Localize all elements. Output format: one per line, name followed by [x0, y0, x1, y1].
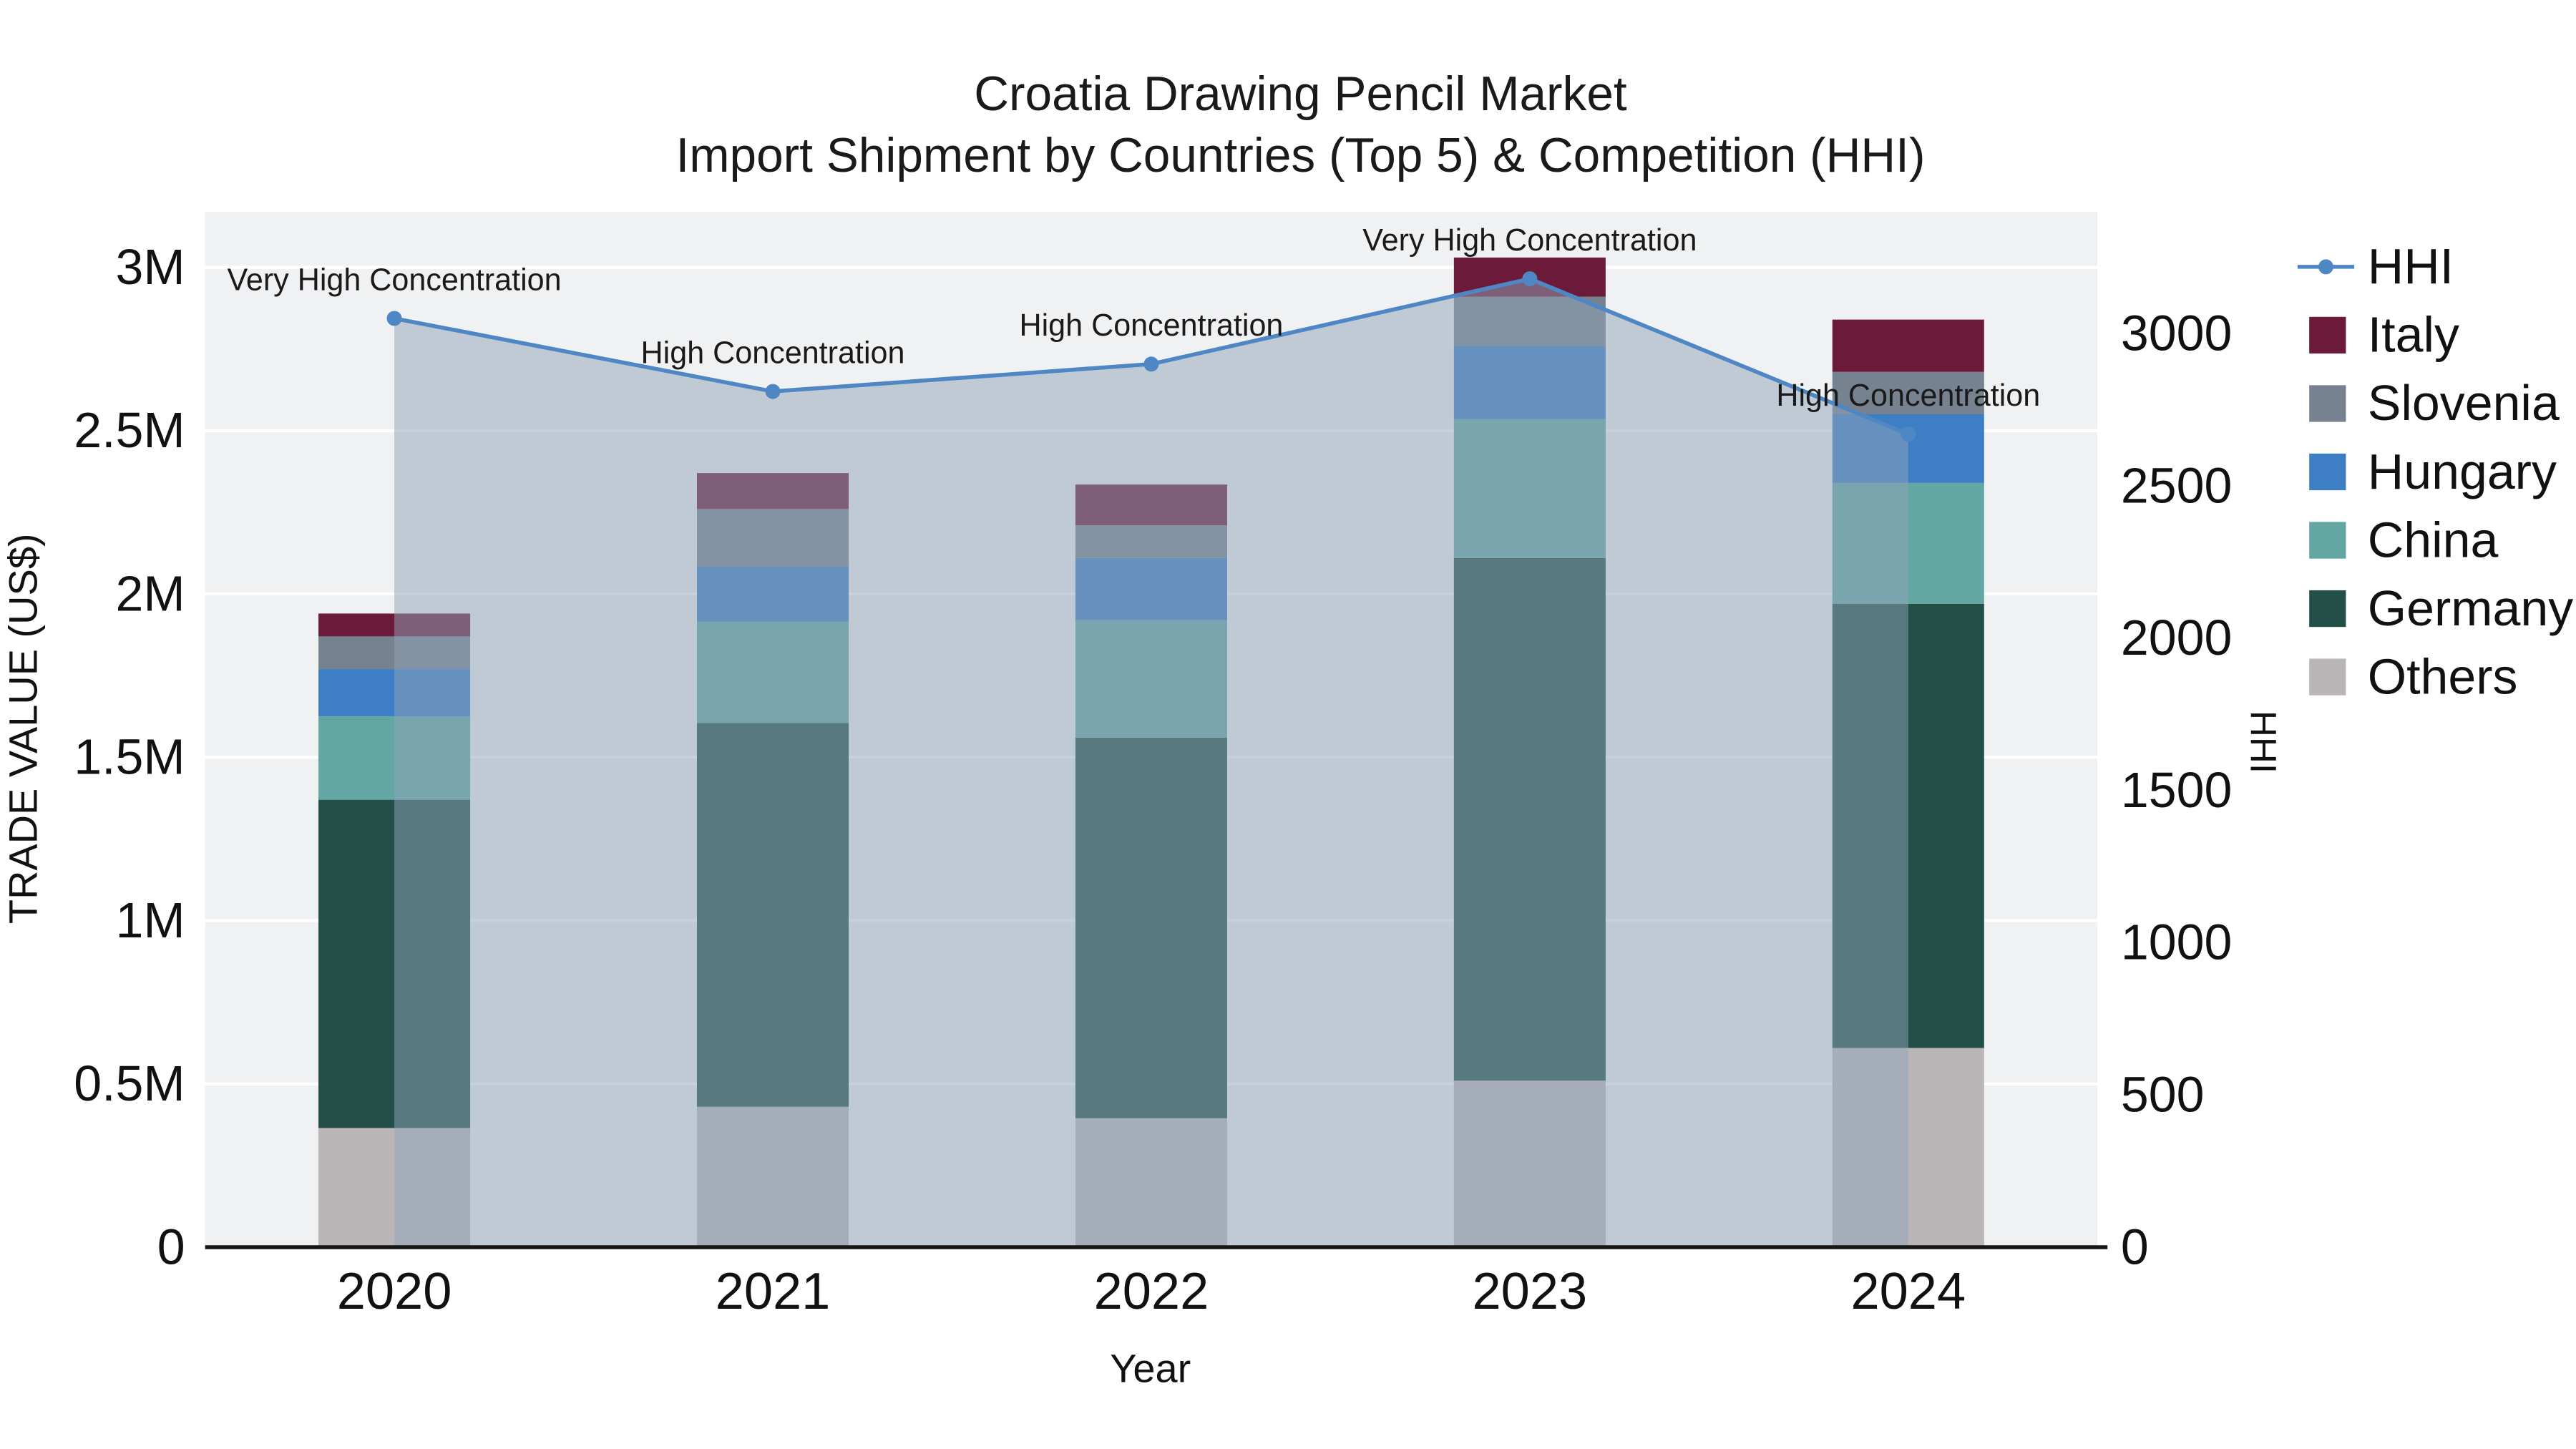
left-axis-tick-0: 0 [157, 1219, 185, 1274]
right-axis-tick-0: 0 [2121, 1219, 2149, 1274]
legend-swatch-icon [2309, 522, 2346, 559]
legend-swatch-icon [2309, 590, 2346, 628]
left-axis-tick-1M: 1M [116, 892, 185, 948]
legend-label: Others [2368, 648, 2518, 704]
x-axis-tick-2023: 2023 [1473, 1263, 1588, 1320]
bar-segment-italy-2024 [1832, 319, 1984, 372]
legend-label: China [2368, 512, 2499, 567]
x-axis-tick-2022: 2022 [1094, 1263, 1209, 1320]
left-axis-tick-1.5M: 1.5M [74, 729, 185, 785]
legend-marker-dot-icon [2318, 259, 2333, 275]
legend-item-germany[interactable]: Germany [2309, 580, 2573, 636]
hhi-marker-2021 [765, 384, 781, 399]
legend: HHI Italy Slovenia Hungary China Germany Other… [2297, 238, 2573, 704]
hhi-marker-2023 [1522, 271, 1538, 287]
hhi-marker-2022 [1143, 356, 1159, 372]
annotation-2020: Very High Concentration [228, 263, 562, 297]
left-axis-tick-3M: 3M [116, 239, 185, 295]
legend-swatch-icon [2309, 385, 2346, 422]
x-axis-tick-2024: 2024 [1850, 1263, 1966, 1320]
legend-item-china[interactable]: China [2309, 512, 2498, 567]
legend-label: HHI [2368, 238, 2454, 294]
right-axis-tick-2500: 2500 [2121, 457, 2232, 513]
chart-title-line1: Croatia Drawing Pencil Market [974, 67, 1627, 121]
legend-item-hhi[interactable]: HHI [2297, 238, 2454, 294]
bar-segment-slovenia-2024 [1832, 371, 1984, 415]
annotation-2023: Very High Concentration [1362, 223, 1697, 258]
legend-item-italy[interactable]: Italy [2309, 307, 2459, 363]
x-axis-title: Year [1110, 1346, 1191, 1391]
right-axis-tick-1500: 1500 [2121, 762, 2232, 818]
legend-item-hungary[interactable]: Hungary [2309, 444, 2557, 499]
hhi-marker-2020 [386, 311, 402, 326]
legend-label: Germany [2368, 580, 2573, 636]
legend-item-others[interactable]: Others [2309, 648, 2517, 704]
left-axis-tick-0.5M: 0.5M [74, 1055, 185, 1111]
hhi-area-fill [394, 278, 1908, 1247]
legend-swatch-icon [2309, 658, 2346, 696]
y-axis-title-left: TRADE VALUE (US$) [0, 533, 45, 924]
legend-label: Italy [2368, 307, 2459, 363]
legend-label: Slovenia [2368, 375, 2560, 431]
right-axis-tick-2000: 2000 [2121, 610, 2232, 665]
legend-label: Hungary [2368, 444, 2557, 499]
left-axis-tick-2M: 2M [116, 565, 185, 621]
right-axis-tick-500: 500 [2121, 1066, 2205, 1122]
hhi-marker-2024 [1901, 426, 1916, 442]
plot-layer: Very High Concentration High Concentratio… [74, 211, 2573, 1320]
right-axis-tick-3000: 3000 [2121, 306, 2232, 361]
right-axis-tick-1000: 1000 [2121, 914, 2232, 970]
left-axis-tick-2.5M: 2.5M [74, 402, 185, 458]
legend-swatch-icon [2309, 453, 2346, 491]
annotation-2021: High Concentration [641, 336, 905, 370]
y-axis-title-right: HHI [2243, 711, 2284, 774]
legend-swatch-icon [2309, 316, 2346, 354]
chart-title-line2: Import Shipment by Countries (Top 5) & C… [675, 129, 1925, 182]
annotation-2024: High Concentration [1776, 379, 2040, 413]
annotation-2022: High Concentration [1019, 308, 1283, 343]
x-axis-tick-2021: 2021 [716, 1263, 831, 1320]
x-axis-tick-2020: 2020 [337, 1263, 452, 1320]
legend-item-slovenia[interactable]: Slovenia [2309, 375, 2560, 431]
